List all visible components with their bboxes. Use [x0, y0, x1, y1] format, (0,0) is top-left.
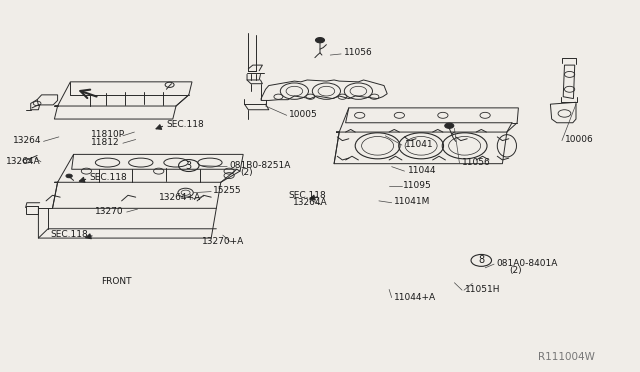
- Text: 13264A: 13264A: [293, 198, 328, 207]
- Text: SEC.118: SEC.118: [166, 120, 204, 129]
- Text: 11041M: 11041M: [394, 198, 430, 206]
- Text: 13270+A: 13270+A: [202, 237, 244, 246]
- Text: 11095: 11095: [403, 181, 432, 190]
- Circle shape: [445, 123, 454, 128]
- Text: 13264: 13264: [13, 136, 42, 145]
- Circle shape: [316, 38, 324, 43]
- Text: 11041: 11041: [404, 140, 433, 149]
- Text: 11056: 11056: [344, 48, 372, 57]
- Text: 081A0-8401A: 081A0-8401A: [496, 259, 557, 268]
- Text: 11044: 11044: [408, 166, 436, 175]
- Text: 11044+A: 11044+A: [394, 293, 436, 302]
- Text: SEC.118: SEC.118: [50, 230, 88, 239]
- Text: 3: 3: [186, 161, 192, 170]
- Text: 10006: 10006: [564, 135, 593, 144]
- Text: 13264+A: 13264+A: [159, 193, 201, 202]
- Text: 11812: 11812: [91, 138, 120, 147]
- Text: 13264A: 13264A: [6, 157, 41, 166]
- Text: 11056: 11056: [462, 158, 491, 167]
- Text: (2): (2): [509, 266, 522, 275]
- Text: 15255: 15255: [212, 186, 241, 195]
- Text: 11810P: 11810P: [91, 130, 125, 139]
- Text: 11051H: 11051H: [465, 285, 500, 294]
- Text: 081B0-8251A: 081B0-8251A: [229, 161, 291, 170]
- Circle shape: [66, 174, 72, 178]
- Text: FRONT: FRONT: [101, 277, 132, 286]
- Text: 13270: 13270: [95, 207, 124, 216]
- Text: 8: 8: [478, 256, 484, 265]
- Text: R111004W: R111004W: [538, 352, 595, 362]
- Text: SEC.118: SEC.118: [90, 173, 127, 182]
- Text: SEC.118: SEC.118: [288, 191, 326, 200]
- Text: (2): (2): [240, 169, 253, 177]
- Text: 10005: 10005: [289, 110, 318, 119]
